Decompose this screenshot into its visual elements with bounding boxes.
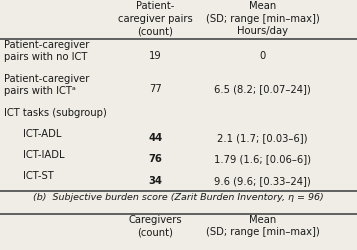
Text: 77: 77: [149, 84, 162, 94]
Text: Patient-
caregiver pairs
(count): Patient- caregiver pairs (count): [118, 1, 193, 36]
Text: 44: 44: [148, 133, 162, 143]
Text: ICT-ADL: ICT-ADL: [23, 129, 61, 139]
Text: Mean
(SD; range [min–max]): Mean (SD; range [min–max]): [206, 215, 319, 238]
Text: ICT-IADL: ICT-IADL: [23, 150, 65, 160]
Text: 6.5 (8.2; [0.07–24]): 6.5 (8.2; [0.07–24]): [214, 84, 311, 94]
Text: Mean
(SD; range [min–max])
Hours/day: Mean (SD; range [min–max]) Hours/day: [206, 1, 319, 36]
Text: ICT tasks (subgroup): ICT tasks (subgroup): [4, 108, 106, 118]
Text: 19: 19: [149, 50, 162, 60]
Text: Patient-caregiver
pairs with no ICT: Patient-caregiver pairs with no ICT: [4, 40, 89, 62]
Text: 1.79 (1.6; [0.06–6]): 1.79 (1.6; [0.06–6]): [214, 154, 311, 164]
Text: (b)  Subjective burden score (Zarit Burden Inventory, η = 96): (b) Subjective burden score (Zarit Burde…: [33, 192, 324, 202]
Text: 2.1 (1.7; [0.03–6]): 2.1 (1.7; [0.03–6]): [217, 133, 308, 143]
Text: 0: 0: [259, 50, 266, 60]
Text: ICT-ST: ICT-ST: [23, 171, 54, 181]
Text: Patient-caregiver
pairs with ICTᵃ: Patient-caregiver pairs with ICTᵃ: [4, 74, 89, 96]
Text: 76: 76: [149, 154, 162, 164]
Text: 34: 34: [148, 176, 162, 186]
Text: Caregivers
(count): Caregivers (count): [129, 215, 182, 238]
Text: 9.6 (9.6; [0.33–24]): 9.6 (9.6; [0.33–24]): [214, 176, 311, 186]
